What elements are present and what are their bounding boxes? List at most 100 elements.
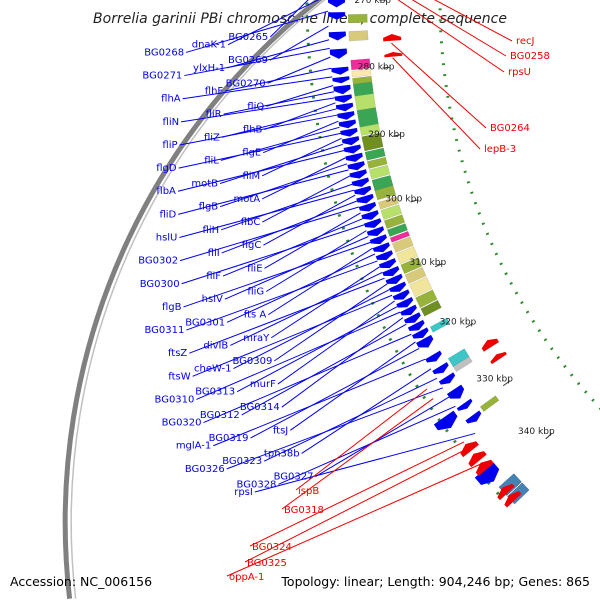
gene-label-leader — [301, 368, 432, 454]
gene-label-leader — [178, 169, 349, 215]
category-block — [429, 317, 451, 333]
gene-label-leader — [230, 272, 383, 346]
category-block — [400, 257, 423, 275]
forward-gene-arrow — [411, 327, 429, 339]
gene-label: fliH — [203, 225, 220, 236]
gene-label: BG0313 — [195, 387, 235, 398]
gene-label-leader — [264, 212, 361, 269]
gene-label-leader — [185, 10, 329, 53]
forward-gene-arrow — [456, 398, 473, 411]
gene-label: oppA-1 — [229, 572, 264, 583]
forward-gene-arrow — [372, 242, 390, 253]
gene-label-leader — [236, 306, 398, 393]
gene-label: ispB — [298, 486, 319, 497]
cog-dot — [495, 491, 500, 496]
gene-label-leader — [264, 102, 336, 131]
category-block — [452, 356, 473, 373]
cog-dot — [408, 372, 412, 377]
gene-label-leader — [220, 183, 353, 231]
category-block — [389, 230, 410, 243]
topology-summary-text: Topology: linear; Length: 904,246 bp; Ge… — [280, 574, 590, 589]
gene-label-leader — [182, 76, 333, 100]
gene-label-leader — [289, 341, 416, 431]
category-block — [380, 204, 403, 220]
cog-dot — [382, 325, 387, 330]
reverse-gene-arrow — [383, 33, 402, 42]
cog-dot — [323, 162, 328, 165]
gene-label-leader — [177, 149, 345, 192]
gene-label: ylxH-1 — [193, 63, 225, 74]
gene-label: BG0328 — [237, 479, 277, 490]
forward-gene-arrow — [438, 372, 456, 385]
gene-label-leader — [249, 441, 465, 547]
forward-gene-arrow — [364, 218, 382, 228]
scale-tick-label: 320 kbp — [440, 318, 477, 328]
cog-dot — [520, 301, 524, 305]
forward-gene-arrow — [328, 31, 346, 41]
gene-label: BG0270 — [226, 78, 266, 89]
gene-label: BG0324 — [252, 542, 292, 553]
gene-label: motB — [191, 179, 218, 190]
cog-dot — [504, 272, 508, 276]
scale-tick-label: 290 kbp — [368, 130, 405, 140]
gene-label: BG0319 — [209, 433, 249, 444]
gene-label-leader — [226, 463, 482, 577]
gene-label-leader — [271, 266, 381, 339]
cog-dot — [350, 251, 355, 256]
cog-dot — [355, 264, 359, 268]
category-block — [351, 68, 372, 78]
gene-label: BG0268 — [144, 47, 184, 58]
gene-label: fliD — [159, 209, 176, 220]
cog-dot — [481, 222, 486, 226]
category-block — [352, 75, 373, 85]
category-block — [350, 58, 371, 71]
forward-gene-arrow — [446, 384, 465, 399]
scale-tick-label: 280 kbp — [358, 63, 395, 73]
cog-dot — [415, 384, 419, 388]
gene-label: BG0300 — [140, 279, 180, 290]
category-block — [361, 132, 384, 152]
gene-label: BG0325 — [247, 558, 287, 569]
gene-label: murF — [250, 379, 276, 390]
forward-gene-arrow — [358, 202, 377, 212]
gene-label-leader — [254, 432, 476, 493]
gene-label: BG0271 — [142, 71, 182, 82]
scale-tick — [465, 323, 474, 328]
cog-dot — [514, 291, 519, 295]
forward-gene-arrow — [389, 281, 407, 292]
gene-label: BG0323 — [222, 456, 262, 467]
category-block — [391, 236, 414, 253]
gene-label-leader — [263, 377, 438, 462]
cog-dot — [494, 252, 499, 256]
gene-label: hslU — [156, 233, 178, 244]
forward-gene-arrow — [378, 258, 397, 269]
category-block — [383, 214, 406, 230]
forward-gene-arrow — [356, 193, 374, 204]
category-block — [479, 395, 500, 412]
cog-dot — [531, 319, 536, 324]
cog-dot — [556, 355, 561, 360]
cog-dot — [445, 428, 449, 433]
gene-label-leader — [192, 294, 393, 377]
cog-track-dots — [305, 2, 600, 505]
gene-label-leader — [263, 194, 356, 246]
scale-tick — [382, 66, 391, 69]
gene-label-leader — [392, 57, 481, 150]
gene-label: BG0320 — [162, 418, 202, 429]
gene-label: BG0264 — [490, 123, 530, 134]
gene-label: fliZ — [204, 132, 220, 143]
gene-label: flgE — [242, 148, 261, 159]
gene-label: mglA-1 — [176, 441, 211, 452]
forward-gene-arrow — [375, 250, 393, 261]
gene-label-leader — [226, 387, 444, 470]
category-block — [415, 289, 438, 309]
reverse-gene-arrow — [490, 351, 507, 365]
forward-gene-arrow — [385, 273, 403, 284]
category-block — [408, 276, 433, 298]
forward-gene-arrow — [347, 161, 365, 171]
category-block — [359, 123, 381, 136]
reverse-gene-arrow — [481, 338, 500, 352]
chromosome-backbone — [62, 0, 323, 599]
gene-label-leader — [434, 0, 513, 42]
gene-label: fts A — [244, 310, 267, 321]
